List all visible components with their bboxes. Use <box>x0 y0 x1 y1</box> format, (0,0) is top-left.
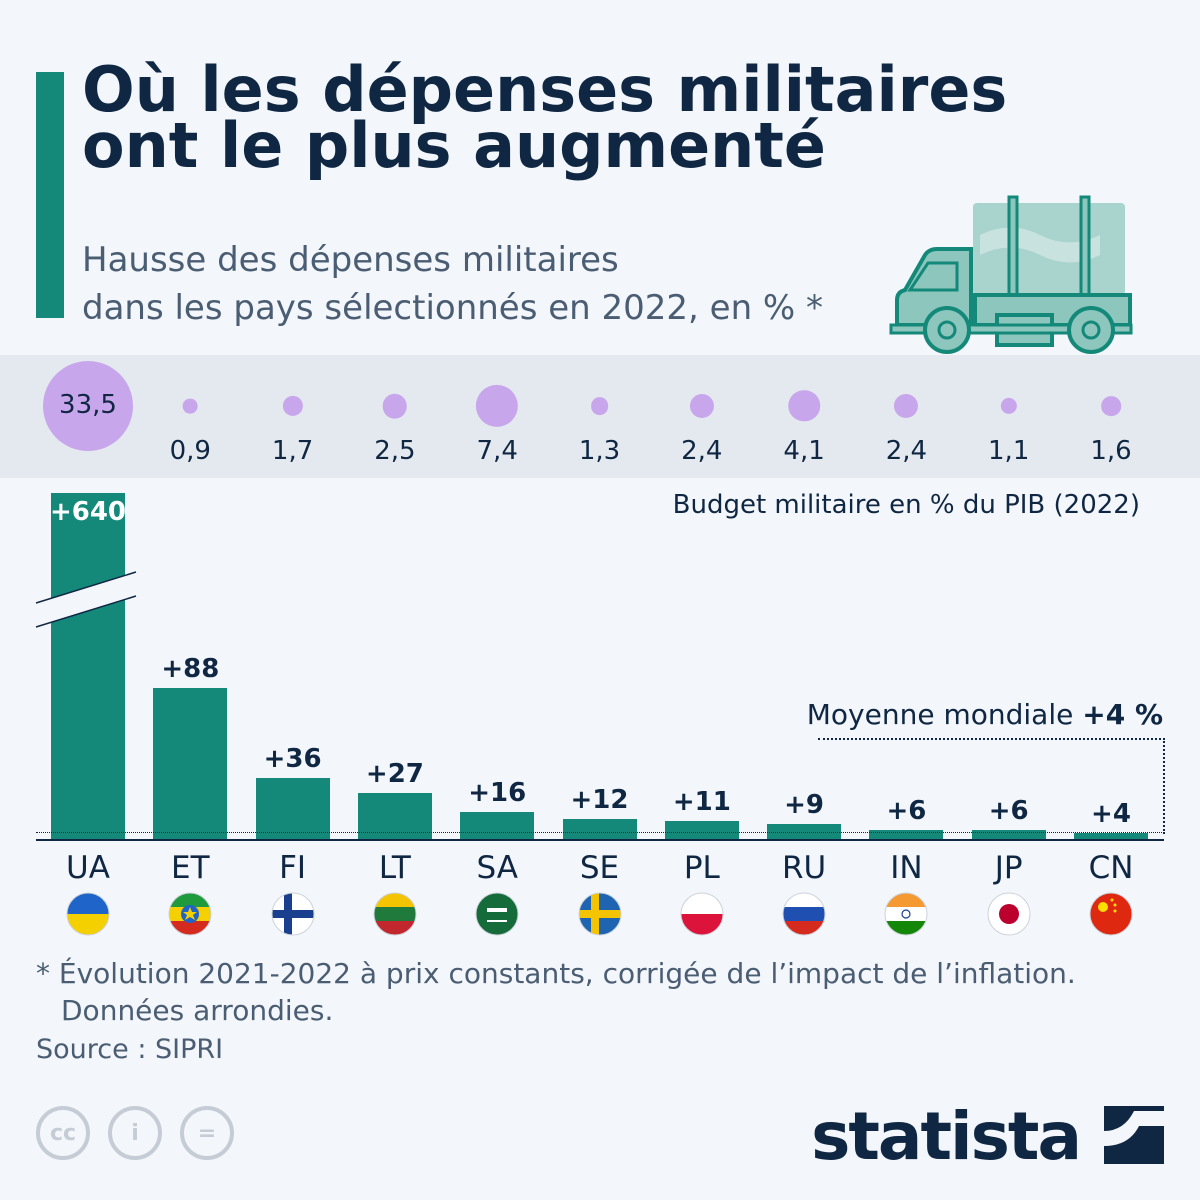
statista-logo-mark-icon <box>1104 1106 1164 1164</box>
category-label: SE <box>579 850 620 886</box>
category-label: JP <box>994 850 1023 886</box>
gdp-value-label: 1,1 <box>988 436 1030 466</box>
china-flag-icon <box>1089 892 1133 940</box>
gdp-value-label: 1,7 <box>271 436 314 466</box>
gdp-bubble-JP <box>1000 397 1017 415</box>
title-accent-bar <box>36 72 64 318</box>
cc-icon[interactable]: cc <box>36 1106 90 1160</box>
bar-value-label: +6 <box>988 795 1029 826</box>
gdp-bubble-IN <box>894 393 919 419</box>
bar-SA <box>460 812 535 840</box>
military-truck-icon <box>889 195 1133 354</box>
bar-CN <box>1074 833 1148 840</box>
japan-flag-icon <box>987 892 1031 940</box>
x-axis-line <box>36 839 1164 841</box>
footnote-line-2: Données arrondies. <box>61 994 334 1027</box>
average-callout-leader <box>818 738 1165 834</box>
bar-value-label: +640 <box>49 497 127 527</box>
category-label: FI <box>279 850 307 886</box>
bar-value-label: +6 <box>886 795 927 826</box>
bar-FI <box>255 777 330 840</box>
gdp-bubble-CN <box>1101 396 1121 416</box>
india-flag-icon <box>884 892 928 940</box>
gdp-bubble-UA <box>43 361 133 451</box>
category-label: RU <box>781 850 827 886</box>
gdp-bubble-RU <box>788 390 820 422</box>
subtitle: Hausse des dépenses militaires dans les … <box>82 236 882 332</box>
gdp-bubble-LT <box>382 393 408 419</box>
finland-flag-icon <box>271 892 315 940</box>
gdp-value-label: 7,4 <box>476 436 518 466</box>
bar-value-label: +27 <box>365 759 424 790</box>
subtitle-line-2: dans les pays sélectionnés en 2022, en %… <box>82 288 824 328</box>
saudi-arabia-flag-icon <box>475 892 519 940</box>
category-label: UA <box>66 850 110 886</box>
category-label: PL <box>683 850 720 886</box>
gdp-value-label: 33,5 <box>59 390 117 420</box>
gdp-share-label: Budget militaire en % du PIB (2022) <box>672 490 1140 520</box>
gdp-value-label: 1,3 <box>578 436 621 466</box>
gdp-value-label: 2,4 <box>681 436 723 466</box>
bar-value-label: +4 <box>1091 799 1131 830</box>
ukraine-flag-icon <box>66 892 110 940</box>
bar-value-label: +9 <box>784 790 825 821</box>
category-label: IN <box>890 850 923 886</box>
source: Source : SIPRI <box>36 1034 224 1065</box>
gdp-value-label: 4,1 <box>783 436 825 466</box>
category-label: ET <box>171 850 210 886</box>
bar-ET <box>153 688 228 840</box>
average-reference-line <box>36 832 1164 833</box>
bar-PL <box>664 821 739 840</box>
footnote: * Évolution 2021-2022 à prix constants, … <box>36 955 1076 1029</box>
bar-value-label: +36 <box>263 743 322 774</box>
gdp-bubble-SE <box>590 397 609 415</box>
average-label: Moyenne mondiale +4 % <box>807 698 1163 731</box>
axis-break-marker <box>35 571 137 628</box>
gdp-value-label: 0,9 <box>169 436 211 466</box>
attribution-icon[interactable]: i <box>108 1106 162 1160</box>
average-value: +4 % <box>1082 698 1163 731</box>
gdp-share-band <box>0 355 1200 478</box>
bar-value-label: +12 <box>570 785 629 816</box>
page-title: Où les dépenses militaires ont le plus a… <box>82 53 1008 182</box>
category-label: SA <box>476 850 518 886</box>
gdp-value-label: 2,4 <box>885 436 928 466</box>
category-label: CN <box>1088 850 1134 886</box>
ethiopia-flag-icon <box>168 892 212 940</box>
gdp-value-label: 2,5 <box>374 436 416 466</box>
statista-logo[interactable]: statista <box>811 1098 1082 1175</box>
lithuania-flag-icon <box>373 892 417 940</box>
no-derivatives-icon[interactable]: = <box>180 1106 234 1160</box>
average-label-text: Moyenne mondiale <box>806 698 1074 731</box>
subtitle-line-1: Hausse des dépenses militaires <box>82 240 619 280</box>
sweden-flag-icon <box>578 892 622 940</box>
bar-IN <box>869 829 944 840</box>
bar-value-label: +16 <box>468 778 527 809</box>
footnote-line-1: * Évolution 2021-2022 à prix constants, … <box>36 957 1076 990</box>
gdp-bubble-SA <box>476 384 519 428</box>
category-label: LT <box>378 850 411 886</box>
gdp-value-label: 1,6 <box>1090 436 1132 466</box>
bar-JP <box>971 829 1046 840</box>
gdp-bubble-ET <box>182 398 198 414</box>
gdp-bubble-PL <box>689 393 714 419</box>
bar-value-label: +11 <box>672 787 731 817</box>
poland-flag-icon <box>680 892 724 940</box>
gdp-bubble-FI <box>282 395 303 417</box>
russia-flag-icon <box>782 892 826 940</box>
bar-SE <box>562 819 637 840</box>
bar-value-label: +88 <box>161 654 220 685</box>
bar-UA <box>51 493 125 840</box>
